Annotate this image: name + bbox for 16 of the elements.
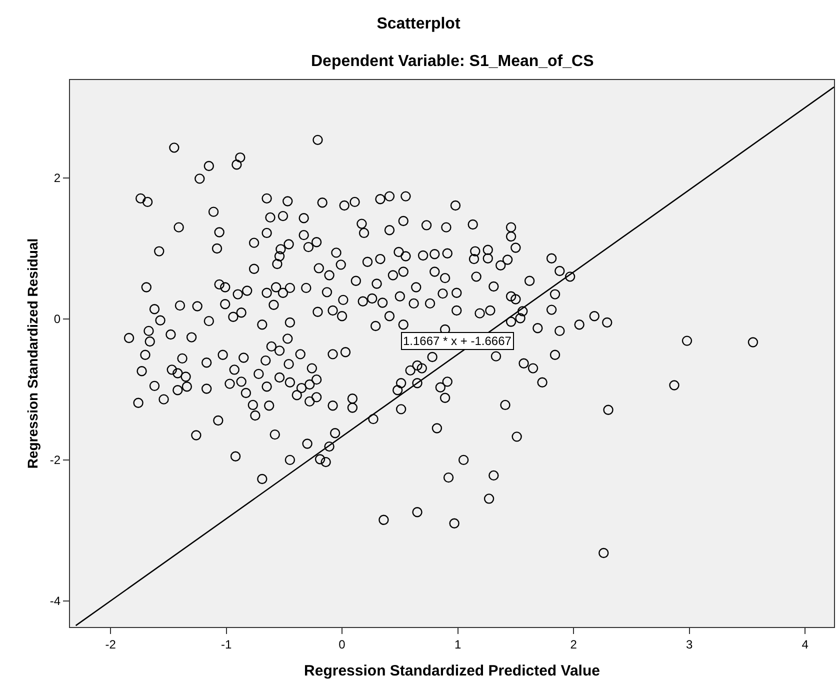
x-tick-label: 4 bbox=[802, 638, 809, 652]
y-tick-label: 0 bbox=[54, 312, 61, 326]
x-tick-label: -1 bbox=[220, 638, 232, 652]
y-axis-title: Regression Standardized Residual bbox=[24, 238, 40, 469]
x-tick-label: 1 bbox=[454, 638, 462, 652]
chart-title: Scatterplot bbox=[376, 15, 461, 32]
x-tick-label: -2 bbox=[105, 638, 116, 652]
chart-subtitle: Dependent Variable: S1_Mean_of_CS bbox=[311, 53, 594, 70]
x-axis-title: Regression Standardized Predicted Value bbox=[304, 662, 600, 680]
y-tick-label: -4 bbox=[50, 594, 61, 608]
x-tick-label: 0 bbox=[338, 638, 346, 652]
annotation: 1.1667 * x + -1.6667 bbox=[403, 334, 512, 348]
y-tick-label: -2 bbox=[50, 453, 61, 468]
y-tick-label: 2 bbox=[54, 171, 61, 186]
x-tick-label: 3 bbox=[686, 638, 693, 652]
x-tick-label: 2 bbox=[570, 638, 578, 652]
